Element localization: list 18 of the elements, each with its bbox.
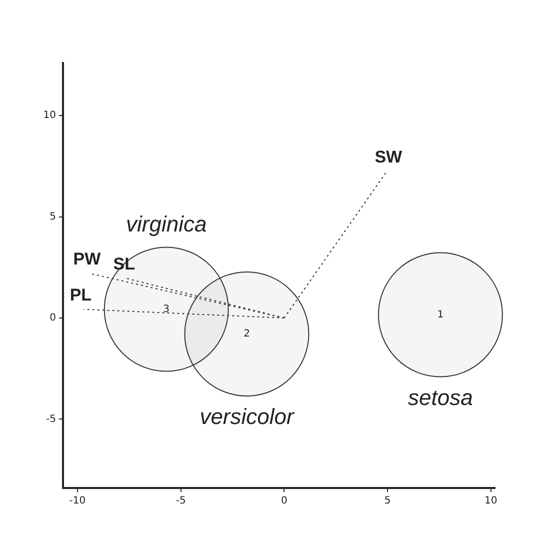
annotation: 2 (244, 328, 250, 340)
x-tick-label: 5 (384, 496, 391, 507)
series-label: PL (70, 285, 92, 304)
series-label: virginica (126, 211, 207, 236)
annotation: 1 (437, 309, 444, 320)
x-tick-label: 0 (280, 496, 288, 507)
y-tick-label: 5 (50, 211, 56, 222)
x-tick-label: -10 (69, 496, 86, 507)
y-tick-label: -5 (46, 414, 56, 425)
y-tick-label: 10 (43, 110, 56, 122)
x-tick-label: 10 (484, 496, 498, 507)
x-tick-label: -5 (176, 496, 186, 507)
y-tick-label: 0 (50, 312, 56, 324)
series-label: SW (374, 148, 404, 167)
series-label: setosa (408, 384, 473, 410)
series-label: PW (73, 250, 102, 269)
annotation: 3 (163, 304, 170, 315)
series-label: versicolor (200, 404, 296, 430)
